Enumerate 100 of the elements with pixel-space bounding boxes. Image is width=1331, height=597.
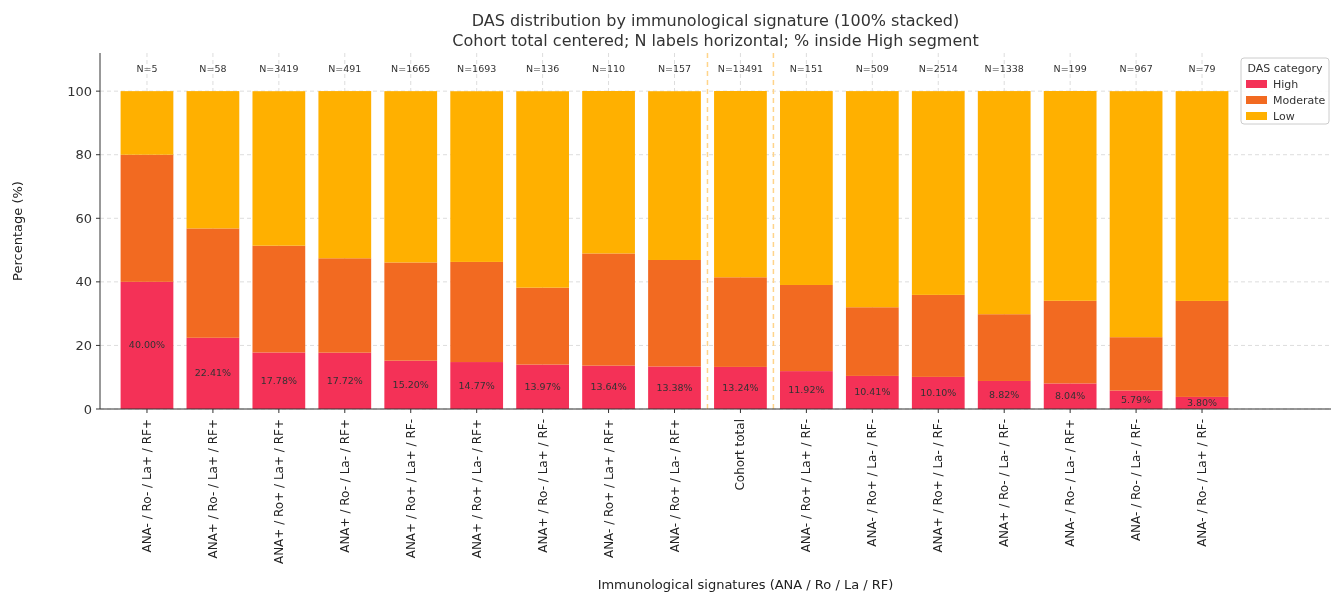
x-tick-label: ANA+ / Ro- / La- / RF-	[997, 419, 1012, 548]
bar	[648, 259, 701, 367]
bar	[186, 91, 240, 229]
annotation: N=13491	[717, 63, 764, 75]
y-tick-label: 80	[75, 147, 92, 163]
x-axis-title: Immunological signatures (ANA / Ro / La / RF)	[597, 577, 894, 592]
annotation: N=1665	[391, 63, 431, 75]
data-label: 10.10%	[920, 386, 957, 398]
y-tick-label: 20	[75, 337, 92, 353]
bar	[582, 365, 635, 409]
data-label: 13.64%	[590, 381, 627, 393]
data-label: 13.38%	[656, 381, 693, 393]
annotation: N=136	[526, 63, 560, 75]
legend-label: High	[1273, 78, 1299, 91]
bar	[845, 307, 899, 376]
data-label: 17.72%	[326, 374, 363, 386]
bar	[1175, 300, 1229, 397]
bar	[120, 281, 174, 409]
legend-label: Moderate	[1273, 94, 1326, 107]
data-label: 8.04%	[1055, 390, 1086, 402]
x-tick-label: ANA+ / Ro- / La+ / RF-	[535, 419, 550, 553]
bar	[516, 91, 569, 288]
data-label: 5.79%	[1120, 393, 1152, 405]
x-tick-label: ANA+ / Ro- / La+ / RF+	[205, 419, 220, 559]
x-tick-label: Cohort total	[733, 419, 748, 491]
bar	[1175, 91, 1229, 301]
x-tick-label: ANA- / Ro+ / La+ / RF-	[799, 419, 814, 553]
data-label: 13.24%	[722, 381, 759, 393]
bar	[648, 91, 701, 260]
bar	[252, 352, 306, 409]
bar	[1109, 337, 1163, 391]
annotation: N=509	[855, 63, 889, 75]
x-tick-label: ANA- / Ro+ / La- / RF+	[667, 419, 682, 553]
data-label: 40.00%	[128, 339, 166, 351]
bar	[450, 362, 504, 409]
legend-label: Low	[1273, 110, 1295, 123]
bar	[1109, 91, 1163, 338]
bar	[252, 245, 306, 353]
data-label: 8.82%	[989, 388, 1020, 400]
annotation: N=151	[789, 63, 823, 75]
bar	[450, 91, 504, 262]
x-tick-label: ANA+ / Ro+ / La- / RF+	[469, 419, 484, 559]
data-label: 13.97%	[524, 380, 561, 392]
x-tick-label: ANA+ / Ro- / La- / RF+	[337, 419, 352, 553]
x-tick-label: ANA+ / Ro+ / La+ / RF+	[271, 419, 286, 565]
bar	[845, 91, 899, 308]
legend-title: DAS category	[1247, 62, 1323, 75]
bar	[384, 91, 438, 263]
bar	[977, 91, 1031, 315]
annotation: N=199	[1053, 63, 1087, 75]
annotation: N=491	[328, 63, 362, 75]
bar	[318, 352, 372, 409]
bar	[648, 366, 701, 409]
bar	[714, 91, 767, 278]
x-tick-label: ANA- / Ro- / La- / RF+	[1063, 419, 1078, 547]
x-tick-label: ANA- / Ro+ / La- / RF-	[865, 419, 880, 547]
annotation: N=5	[136, 63, 158, 75]
bar	[582, 253, 635, 366]
data-label: 14.77%	[458, 379, 495, 391]
y-tick-label: 60	[75, 210, 92, 226]
data-label: 17.78%	[260, 374, 297, 386]
data-label: 22.41%	[194, 367, 232, 379]
y-tick-label: 100	[67, 83, 92, 99]
annotation: N=1338	[984, 63, 1024, 75]
bar	[120, 154, 174, 282]
annotation: N=58	[199, 63, 227, 75]
bar	[582, 91, 635, 254]
bar	[318, 258, 372, 353]
bar	[714, 366, 767, 409]
bar	[252, 91, 306, 246]
annotation: N=110	[591, 63, 626, 75]
bar	[186, 337, 240, 409]
bar	[780, 284, 833, 372]
bar	[977, 314, 1031, 381]
bar	[516, 364, 569, 409]
annotation: N=79	[1188, 63, 1216, 75]
bar	[780, 371, 833, 409]
bar	[780, 91, 833, 285]
x-tick-label: ANA- / Ro- / La- / RF-	[1129, 419, 1144, 542]
bar	[1043, 300, 1097, 384]
bar	[384, 262, 438, 361]
bar	[714, 277, 767, 367]
bar	[318, 91, 372, 259]
chart-title: DAS distribution by immunological signature (100% stacked)	[471, 11, 960, 30]
x-tick-label: ANA- / Ro- / La+ / RF-	[1195, 419, 1210, 547]
annotation: N=3419	[259, 63, 299, 75]
x-tick-label: ANA+ / Ro+ / La+ / RF-	[403, 419, 418, 559]
annotation: N=1693	[457, 63, 497, 75]
x-tick-label: ANA+ / Ro+ / La- / RF-	[931, 419, 946, 553]
chart-subtitle: Cohort total centered; N labels horizontal; % inside High segment	[452, 31, 979, 50]
data-label: 15.20%	[392, 378, 429, 390]
y-tick-label: 40	[75, 274, 92, 290]
bar	[450, 261, 504, 363]
y-tick-label: 0	[83, 401, 92, 417]
bar	[911, 91, 965, 295]
data-label: 10.41%	[854, 386, 891, 398]
y-axis-title: Percentage (%)	[10, 181, 25, 281]
data-label: 11.92%	[788, 384, 825, 396]
annotation: N=157	[657, 63, 692, 75]
bar	[1043, 91, 1097, 301]
